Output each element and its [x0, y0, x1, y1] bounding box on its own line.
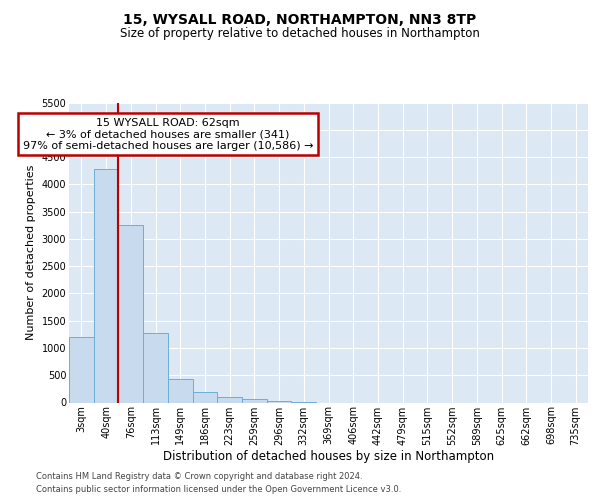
- Bar: [143, 332, 168, 402]
- Text: 15 WYSALL ROAD: 62sqm
← 3% of detached houses are smaller (341)
97% of semi-deta: 15 WYSALL ROAD: 62sqm ← 3% of detached h…: [23, 118, 313, 151]
- Bar: [118, 225, 143, 402]
- Bar: [193, 392, 217, 402]
- Text: 15, WYSALL ROAD, NORTHAMPTON, NN3 8TP: 15, WYSALL ROAD, NORTHAMPTON, NN3 8TP: [124, 12, 476, 26]
- Y-axis label: Number of detached properties: Number of detached properties: [26, 165, 36, 340]
- Bar: [242, 399, 267, 402]
- Text: Contains HM Land Registry data © Crown copyright and database right 2024.: Contains HM Land Registry data © Crown c…: [36, 472, 362, 481]
- Text: Size of property relative to detached houses in Northampton: Size of property relative to detached ho…: [120, 28, 480, 40]
- X-axis label: Distribution of detached houses by size in Northampton: Distribution of detached houses by size …: [163, 450, 494, 464]
- Bar: [94, 169, 118, 402]
- Bar: [69, 337, 94, 402]
- Bar: [168, 379, 193, 402]
- Bar: [267, 401, 292, 402]
- Bar: [217, 396, 242, 402]
- Text: Contains public sector information licensed under the Open Government Licence v3: Contains public sector information licen…: [36, 485, 401, 494]
